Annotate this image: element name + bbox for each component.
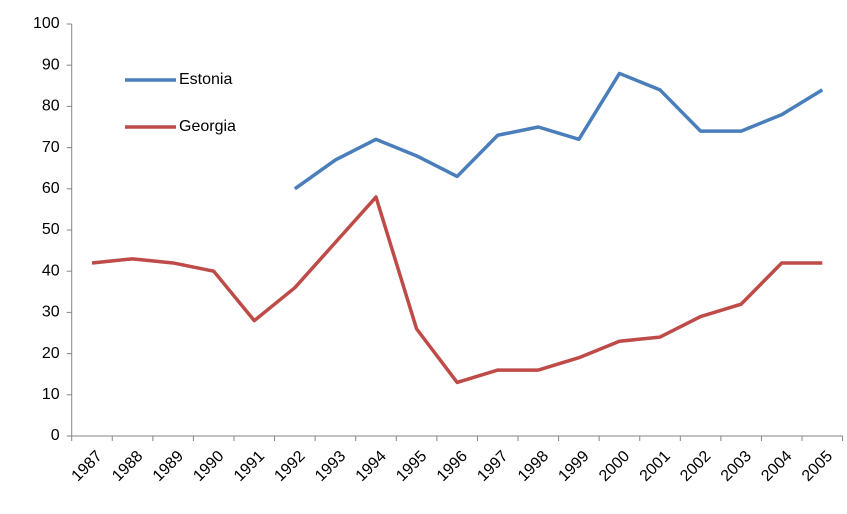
y-tick-label: 70 bbox=[42, 139, 60, 156]
y-tick-label: 80 bbox=[42, 98, 60, 115]
x-tick-label: 1988 bbox=[109, 448, 146, 485]
x-tick-label: 1999 bbox=[555, 448, 592, 485]
y-tick-label: 40 bbox=[42, 262, 60, 279]
y-tick-label: 60 bbox=[42, 180, 60, 197]
x-tick-label: 2000 bbox=[596, 448, 633, 485]
x-tick-label: 1994 bbox=[353, 448, 390, 485]
x-tick-label: 2005 bbox=[799, 448, 836, 485]
x-tick-label: 1997 bbox=[474, 448, 511, 485]
x-tick-label: 1991 bbox=[231, 448, 268, 485]
legend-label: Estonia bbox=[179, 71, 232, 88]
y-tick-label: 20 bbox=[42, 345, 60, 362]
y-tick-label: 0 bbox=[51, 427, 60, 444]
x-tick-label: 2003 bbox=[718, 448, 755, 485]
y-tick-label: 90 bbox=[42, 56, 60, 73]
x-tick-label: 1987 bbox=[69, 448, 106, 485]
x-tick-label: 1989 bbox=[150, 448, 187, 485]
y-tick-label: 10 bbox=[42, 386, 60, 403]
x-tick-label: 1992 bbox=[271, 448, 308, 485]
x-tick-label: 2001 bbox=[637, 448, 674, 485]
y-tick-label: 30 bbox=[42, 304, 60, 321]
y-tick-label: 100 bbox=[33, 15, 60, 32]
x-tick-label: 1993 bbox=[312, 448, 349, 485]
x-tick-label: 2002 bbox=[677, 448, 714, 485]
series-line bbox=[91, 195, 823, 385]
series-line bbox=[293, 71, 824, 191]
x-tick-label: 1990 bbox=[190, 448, 227, 485]
legend-label: Georgia bbox=[179, 118, 236, 135]
x-tick-label: 1995 bbox=[393, 448, 430, 485]
y-tick-label: 50 bbox=[42, 221, 60, 238]
x-tick-label: 1996 bbox=[434, 448, 471, 485]
x-tick-label: 1998 bbox=[515, 448, 552, 485]
x-tick-label: 2004 bbox=[758, 448, 795, 485]
